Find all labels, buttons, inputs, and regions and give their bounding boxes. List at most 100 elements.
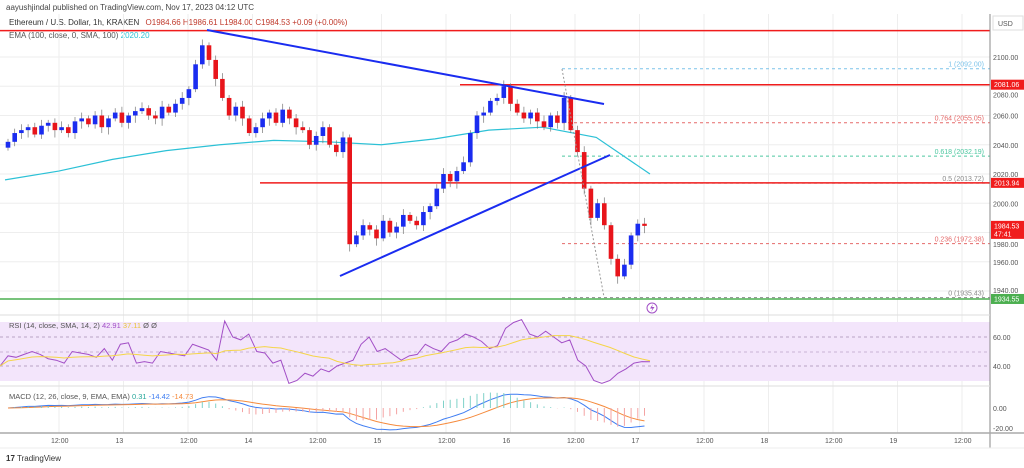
descending-trendline[interactable]: [206, 29, 605, 105]
candle: [280, 109, 285, 123]
time-tick: 17: [632, 438, 640, 445]
price-axis: 2100.00 2080.00 2060.00 2040.00 2020.00 2000.…: [993, 55, 1018, 295]
ema-value: 2020.20: [120, 31, 150, 40]
ema-legend[interactable]: EMA (100, close, 0, SMA, 100) 2020.20: [9, 31, 150, 40]
fib-label: 0.618 (2032.19): [935, 149, 984, 156]
candle: [628, 235, 634, 265]
candle: [468, 133, 473, 163]
fib-retracement: 1 (2092.00) 0.764 (2055.05) 0.618 (2032.19…: [562, 62, 990, 299]
candle: [441, 174, 446, 189]
candle: [193, 64, 198, 90]
price-tag: [991, 79, 1024, 90]
candle: [387, 220, 393, 233]
time-tick: 18: [761, 438, 769, 445]
candle: [287, 109, 292, 119]
candle: [159, 106, 165, 119]
candle: [575, 130, 580, 153]
price-tick: 1960.00: [993, 260, 1018, 267]
macd-tick-0: 0.00: [993, 406, 1007, 413]
time-tick: 14: [245, 438, 253, 445]
candle: [521, 112, 527, 119]
candle: [514, 103, 520, 113]
candle: [206, 45, 212, 60]
candle: [615, 258, 620, 277]
rsi-legend[interactable]: RSI (14, close, SMA, 14, 2) 42.91 37.11 …: [9, 321, 157, 330]
macd-tick-neg20: -20.00: [993, 426, 1013, 433]
price-tick: 2040.00: [993, 143, 1018, 150]
time-tick: 12:00: [696, 438, 714, 445]
candle: [166, 106, 172, 113]
candle: [608, 225, 614, 259]
macd-hist-value: 0.31: [131, 392, 147, 401]
candle: [5, 141, 11, 148]
ascending-trendline[interactable]: [339, 154, 611, 277]
price-tick: 2100.00: [993, 55, 1018, 62]
candle: [414, 220, 419, 226]
candle: [367, 225, 373, 230]
candle: [501, 86, 507, 98]
candle: [555, 115, 560, 123]
time-axis: 12:00 13 12:00 14 12:00 15 12:00 16 12:00 17 12:00…: [51, 438, 972, 445]
candle: [99, 115, 105, 128]
flash-icon-glyph: [650, 304, 655, 312]
candle: [260, 118, 265, 128]
candle: [72, 121, 78, 134]
macd-line: [7, 393, 645, 431]
candle: [146, 108, 151, 116]
candle: [273, 112, 279, 123]
candle: [394, 226, 399, 233]
time-tick: 15: [374, 438, 382, 445]
currency-button[interactable]: [992, 15, 1024, 31]
rsi-tick-60: 60.00: [993, 335, 1011, 342]
time-tick: 12:00: [51, 438, 69, 445]
candle: [581, 152, 587, 189]
macd-signal-value: -14.73: [172, 392, 194, 401]
candle: [548, 115, 553, 128]
symbol-name: Ethereum / U.S. Dollar, 1h, KRAKEN: [9, 18, 140, 27]
candle: [474, 115, 480, 134]
brand-label: TradingView: [16, 454, 62, 463]
fib-label: 1 (2092.00): [948, 62, 984, 69]
candle: [313, 135, 319, 145]
candle: [494, 97, 500, 101]
candle: [25, 127, 31, 131]
macd-legend[interactable]: MACD (12, 26, close, 9, EMA, EMA) 0.31 -…: [9, 392, 193, 401]
candle: [347, 137, 352, 245]
candle: [186, 89, 192, 98]
price-tick: 1940.00: [993, 288, 1018, 295]
candle: [92, 115, 98, 125]
candle: [595, 203, 600, 218]
countdown-label: 47:41: [994, 231, 1012, 238]
fib-label: 0.5 (2013.72): [942, 176, 984, 183]
time-tick: 13: [116, 438, 124, 445]
candle: [401, 214, 406, 227]
time-tick: 12:00: [180, 438, 198, 445]
tv-logo-icon: 17: [6, 454, 15, 463]
candle: [79, 118, 84, 122]
candle: [421, 212, 426, 226]
candle: [19, 130, 24, 134]
candle: [52, 122, 58, 131]
tradingview-logo[interactable]: 17 TradingView: [6, 454, 61, 463]
time-tick: 16: [503, 438, 511, 445]
price-tag: [991, 177, 1024, 188]
candle: [293, 118, 299, 128]
candle: [528, 112, 533, 119]
candle: [334, 144, 339, 153]
fib-label: 0.764 (2055.05): [935, 116, 984, 123]
candle: [434, 188, 440, 207]
candles: [5, 39, 647, 284]
published-line: aayushjindal published on TradingView.co…: [6, 3, 255, 12]
candle: [541, 121, 547, 128]
price-tag: [991, 220, 1024, 239]
candle: [300, 127, 306, 131]
price-tag-label: 2081.06: [994, 82, 1019, 89]
candle: [535, 112, 540, 122]
price-tag: [991, 293, 1024, 304]
candle: [588, 188, 594, 218]
flash-icon[interactable]: [646, 302, 658, 314]
price-tag-label: 2013.94: [994, 180, 1019, 187]
candle: [307, 130, 312, 145]
time-tick: 19: [890, 438, 898, 445]
